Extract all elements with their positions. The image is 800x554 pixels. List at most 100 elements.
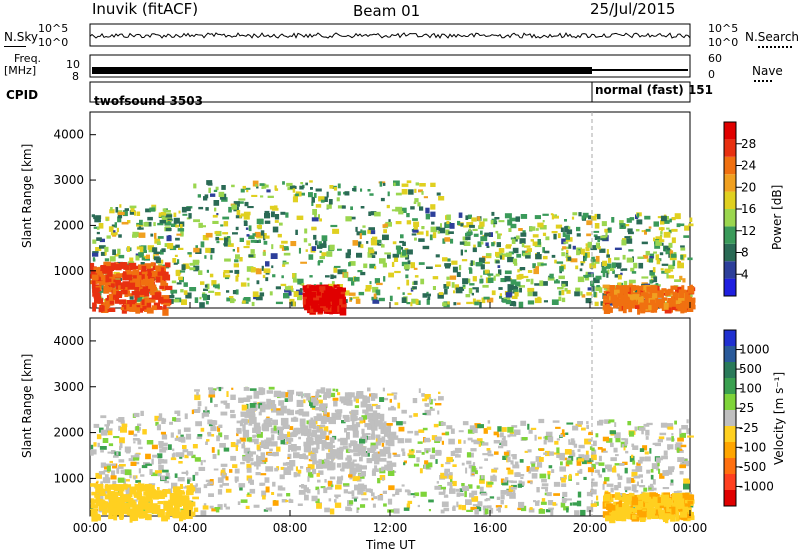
echo-cell [498, 269, 502, 276]
echo-region-cell [602, 511, 610, 518]
echo-cell [650, 469, 654, 473]
echo-cell [320, 424, 326, 428]
echo-cell [414, 198, 419, 203]
echo-cell [173, 212, 177, 217]
echo-cell [269, 205, 276, 210]
echo-region-cell [332, 298, 338, 307]
echo-region-cell [340, 468, 345, 472]
echo-cell [411, 448, 414, 452]
cpid-mode-2: normal (fast) 151 [595, 83, 713, 97]
echo-cell [402, 249, 406, 256]
echo-cell [408, 493, 415, 496]
echo-cell [400, 252, 404, 258]
echo-cell [256, 280, 260, 285]
echo-cell [203, 459, 206, 463]
echo-region-cell [161, 295, 169, 304]
echo-cell [163, 476, 169, 479]
echo-region-cell [91, 270, 96, 276]
echo-region-cell [677, 492, 683, 499]
echo-cell [465, 236, 471, 241]
echo-region-cell [340, 437, 348, 446]
echo-region-cell [679, 511, 688, 518]
echo-cell [299, 192, 305, 196]
echo-cell [432, 232, 437, 239]
echo-cell [569, 502, 572, 506]
echo-cell [684, 479, 690, 484]
echo-cell [493, 467, 499, 470]
echo-cell [284, 398, 289, 402]
echo-cell [590, 245, 597, 251]
echo-cell [117, 216, 122, 223]
echo-cell [311, 406, 316, 410]
echo-cell [296, 289, 303, 295]
echo-cell [269, 291, 273, 296]
echo-cell [596, 285, 600, 288]
echo-cell [92, 252, 99, 257]
echo-cell [334, 414, 342, 420]
echo-region-cell [300, 425, 309, 434]
echo-cell [146, 254, 150, 259]
echo-cell [330, 224, 338, 228]
echo-cell [633, 490, 639, 493]
echo-region-cell [103, 261, 111, 268]
echo-region-cell [617, 290, 626, 296]
echo-cell [395, 221, 402, 225]
echo-cell [320, 199, 325, 203]
echo-cell [549, 273, 554, 279]
echo-cell [303, 441, 309, 447]
echo-cell [513, 289, 519, 292]
echo-cell [591, 261, 595, 266]
echo-cell [282, 462, 289, 466]
echo-cell [598, 474, 602, 478]
echo-region-cell [316, 291, 321, 296]
echo-region-cell [164, 262, 171, 268]
echo-region-cell [326, 286, 333, 291]
echo-cell [395, 206, 403, 212]
echo-cell [472, 287, 479, 290]
echo-cell [527, 270, 533, 273]
echo-cell [590, 503, 598, 507]
echo-cell [421, 191, 424, 195]
echo-cell [438, 227, 446, 234]
echo-cell [649, 256, 654, 260]
echo-region-cell [321, 443, 325, 451]
echo-cell [648, 258, 653, 263]
echo-cell [181, 231, 184, 236]
echo-cell [301, 283, 304, 286]
echo-cell [252, 427, 256, 433]
echo-cell [689, 217, 693, 222]
echo-cell [412, 398, 418, 404]
echo-cell [382, 397, 389, 401]
echo-cell [641, 276, 649, 279]
echo-cell [357, 507, 360, 510]
echo-region-cell [98, 483, 103, 492]
echo-region-cell [116, 291, 123, 298]
echo-region-cell [625, 510, 632, 516]
echo-cell [368, 249, 375, 254]
echo-cell [196, 391, 199, 396]
echo-cell [514, 429, 521, 435]
echo-cell [392, 452, 397, 455]
echo-cell [480, 241, 484, 245]
echo-cell [369, 393, 372, 397]
echo-region-cell [134, 286, 142, 291]
echo-cell [224, 276, 230, 280]
echo-cell [104, 489, 110, 494]
echo-cell [499, 248, 505, 253]
echo-cell [368, 227, 375, 231]
echo-cell [482, 284, 489, 288]
echo-region-cell [127, 282, 136, 290]
echo-cell [242, 441, 246, 444]
echo-region-cell [327, 465, 335, 471]
echo-cell [444, 470, 448, 476]
echo-cell [358, 241, 362, 248]
echo-region-cell [96, 494, 101, 498]
echo-cell [484, 508, 489, 515]
echo-region-cell [325, 288, 330, 295]
echo-cell [499, 293, 502, 297]
echo-region-cell [605, 515, 613, 522]
echo-cell [559, 434, 563, 438]
echo-cell [260, 473, 267, 476]
echo-region-cell [371, 448, 375, 453]
echo-cell [194, 389, 200, 392]
